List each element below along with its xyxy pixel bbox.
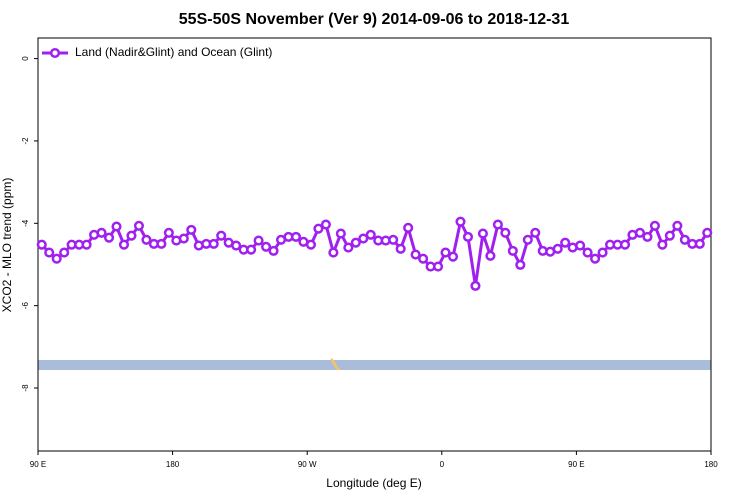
data-point [507,245,518,256]
data-point [672,220,683,231]
data-point [500,227,511,238]
x-tick-label: 180 [704,460,718,469]
x-tick-label: 0 [440,460,445,469]
data-point [634,227,646,238]
data-point [118,239,130,250]
data-point [335,228,346,239]
data-point [679,234,690,245]
data-point [133,220,144,231]
data-point [388,234,399,245]
data-point [418,253,429,264]
data-point [305,239,316,250]
data-point [156,238,167,249]
y-tick-label: -4 [21,219,30,227]
x-tick-label: 90 E [568,460,584,469]
data-point [515,259,526,270]
x-tick-label: 180 [166,460,180,469]
data-point [492,219,503,230]
y-tick-label: 0 [21,56,30,61]
data-point [126,230,137,241]
data-point [447,251,459,262]
data-point [178,233,189,244]
data-point [290,231,302,242]
data-point [664,230,675,241]
data-point [246,244,257,255]
data-point [358,233,369,244]
data-point [261,241,272,252]
data-point [231,240,242,251]
y-tick-label: -8 [21,384,30,392]
data-point [328,247,339,258]
chart-title: 55S-50S November (Ver 9) 2014-09-06 to 2… [179,11,570,28]
data-point [470,280,481,291]
data-point [81,239,92,250]
land-patch [330,358,341,370]
data-point [649,220,660,231]
data-point [477,228,488,239]
data-point [103,232,115,243]
data-point [395,243,406,254]
x-tick-label: 90 W [298,460,317,469]
data-point [320,219,331,230]
data-point [462,231,474,242]
data-point [44,247,55,258]
data-point [522,234,533,245]
data-point [590,253,601,264]
y-axis-label: XCO2 - MLO trend (ppm) [0,178,14,313]
data-point [350,237,361,248]
data-point [702,227,713,238]
data-point [597,247,608,258]
y-tick-label: -2 [21,137,30,145]
data-point [455,216,466,227]
data-point [268,245,279,256]
data-point [552,243,563,254]
data-point [575,240,586,251]
data-point [433,261,444,272]
data-point [208,238,219,249]
data-point [582,247,593,258]
data-point [163,227,174,238]
data-point [642,231,653,242]
data-point [365,229,376,240]
legend-label: Land (Nadir&Glint) and Ocean (Glint) [75,45,272,59]
data-point [36,239,47,250]
data-point [694,238,705,249]
data-point [313,223,324,234]
data-point [96,227,107,238]
data-point [216,230,227,241]
data-point [51,253,62,264]
data-point [141,234,152,245]
data-point [59,247,70,258]
data-point [560,237,571,248]
data-point [186,224,197,235]
data-point [253,235,264,246]
data-point [111,221,122,232]
x-tick-label: 90 E [30,460,46,469]
data-point [530,227,541,238]
surface-strip [38,360,711,370]
data-point [657,239,668,250]
data-point [343,242,354,253]
y-tick-label: -6 [21,302,30,310]
x-axis-label: Longitude (deg E) [326,476,421,490]
data-point [619,239,631,250]
data-point [410,249,421,260]
data-point [403,222,414,233]
data-point [485,250,496,261]
legend-marker [49,47,61,59]
data-point [440,247,451,258]
